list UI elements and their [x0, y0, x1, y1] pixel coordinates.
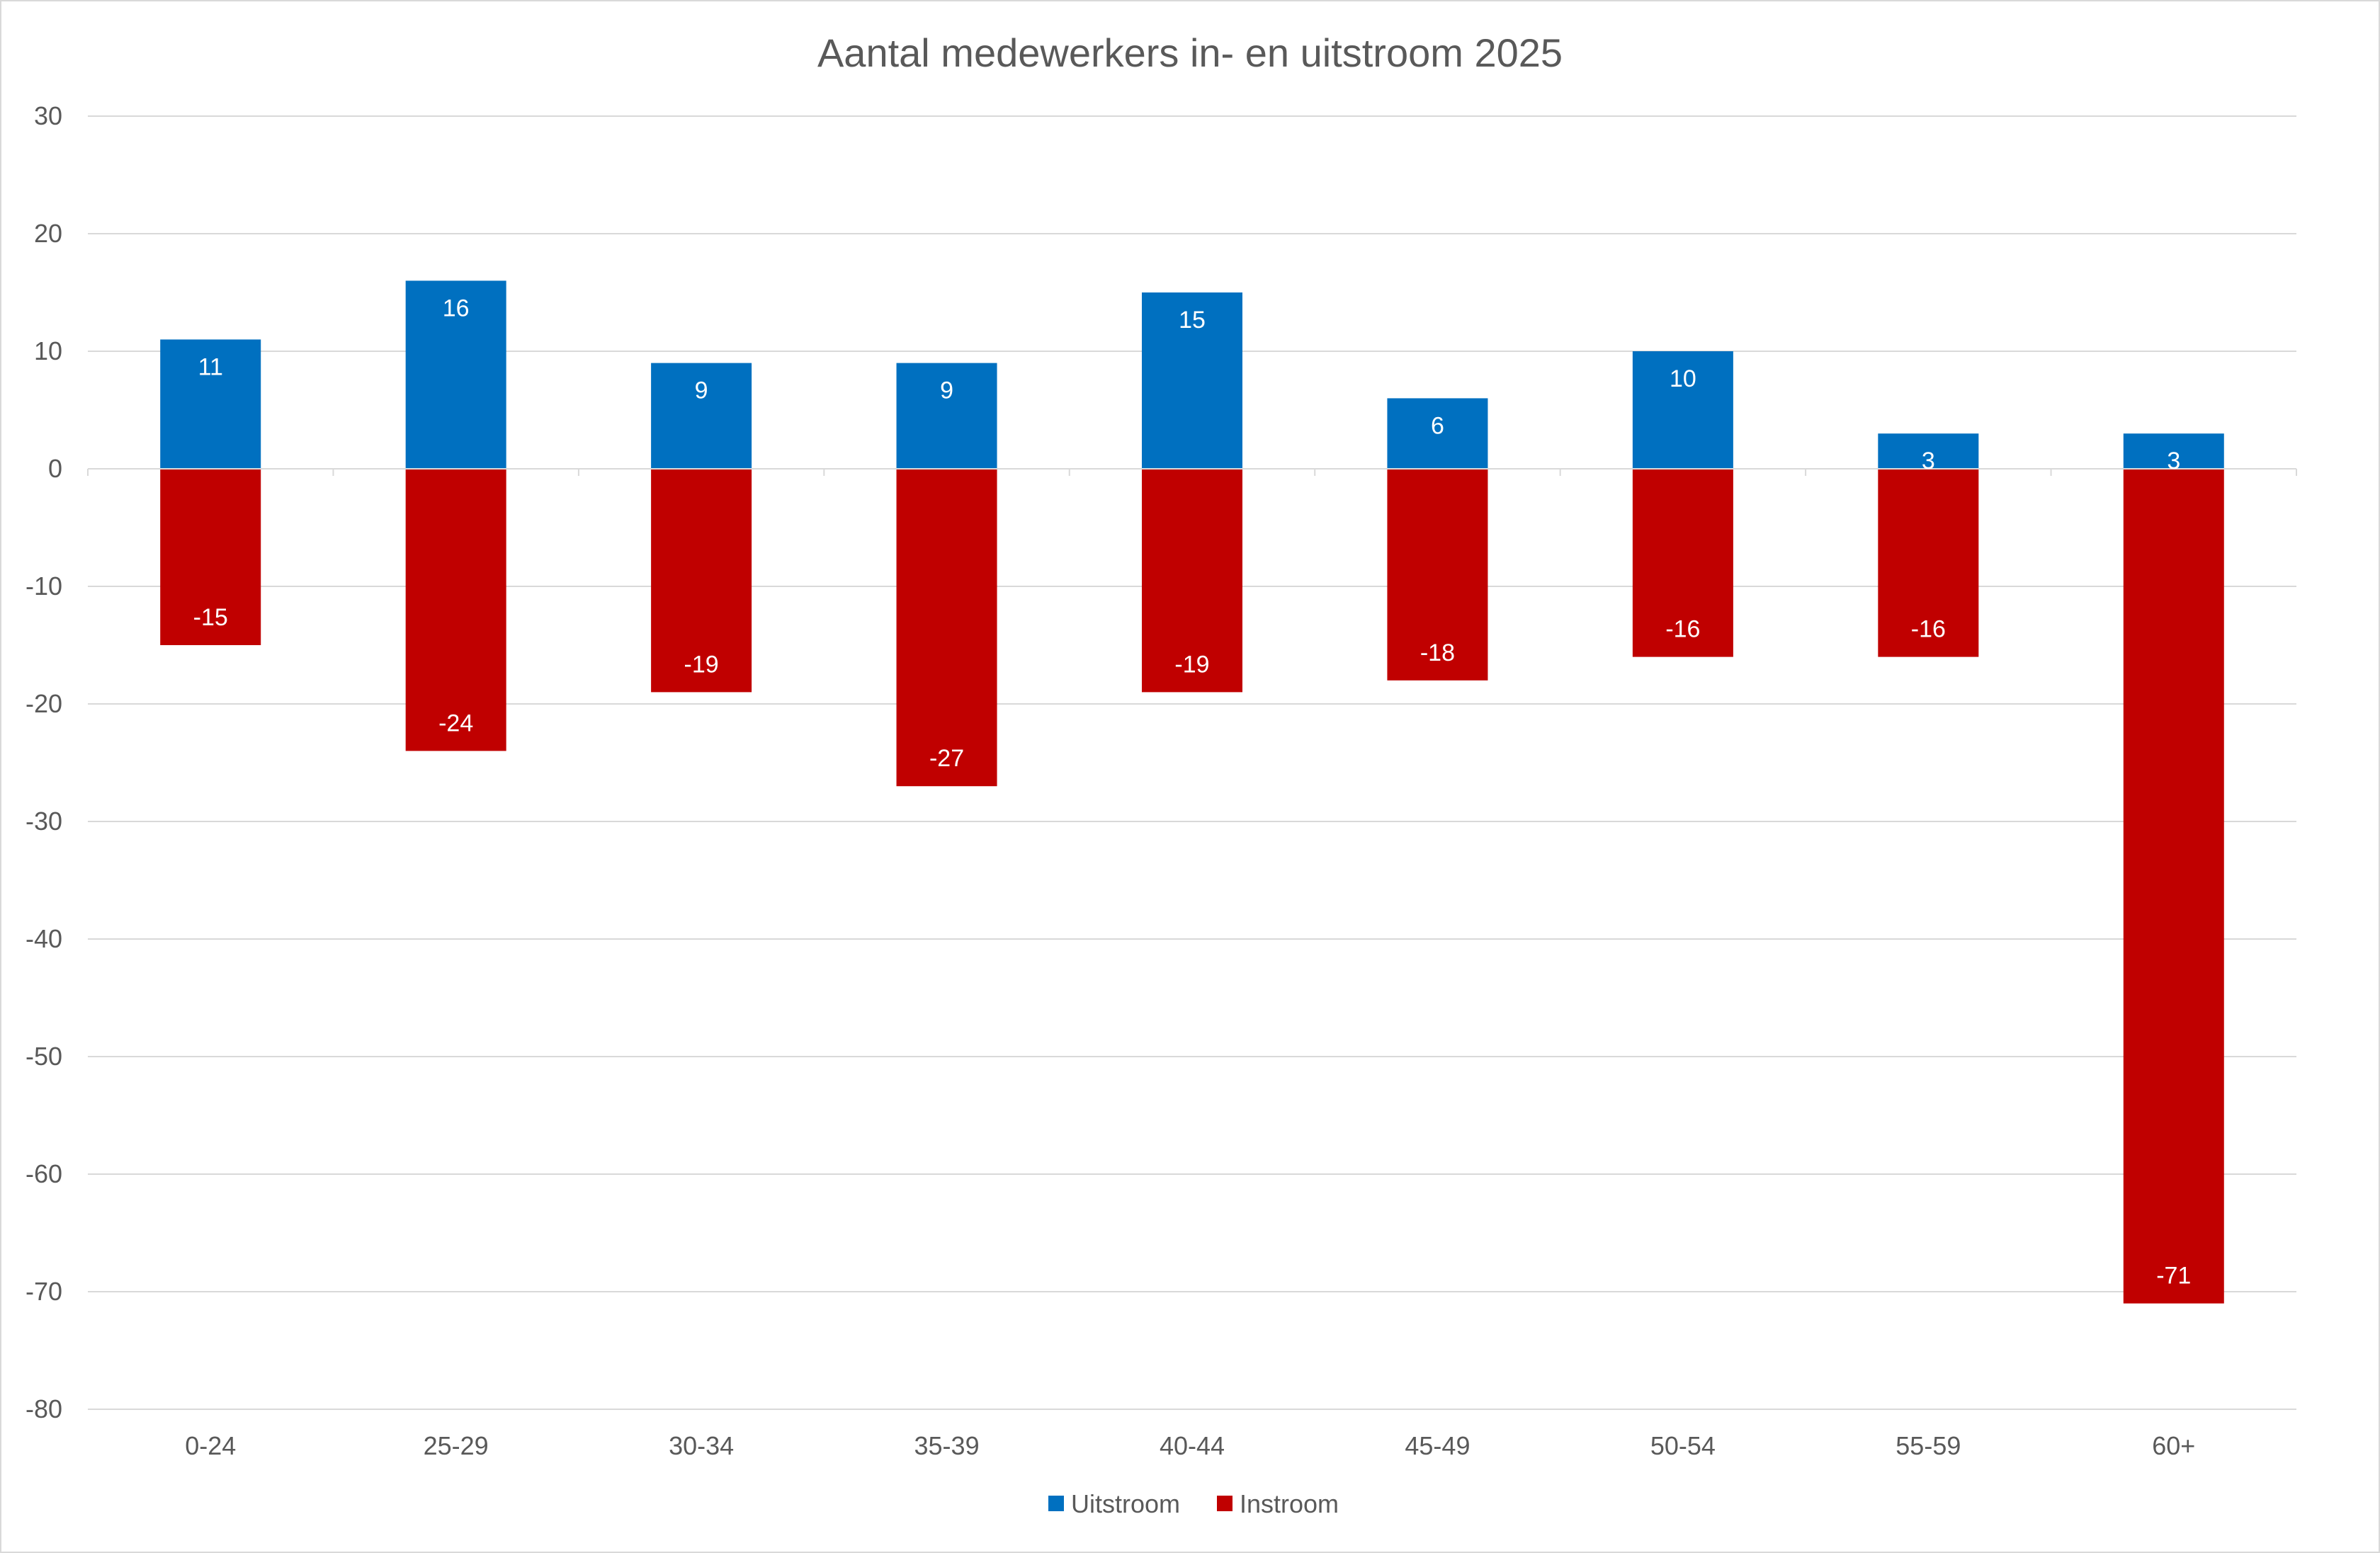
y-tick-label: -80	[26, 1394, 62, 1423]
bar-instroom-45-49	[1387, 469, 1488, 681]
x-tick-label: 25-29	[424, 1431, 489, 1460]
data-label: -27	[929, 745, 964, 772]
bar-uitstroom-55-59	[1878, 433, 1979, 469]
data-label: 11	[198, 353, 223, 380]
bar-instroom-60+	[2123, 469, 2224, 1304]
data-label: -19	[1174, 651, 1209, 678]
y-tick-label: -60	[26, 1159, 62, 1188]
bar-uitstroom-50-54	[1632, 351, 1733, 469]
bar-uitstroom-0-24	[160, 339, 261, 469]
data-label: -16	[1911, 616, 1946, 643]
y-tick-label: -20	[26, 689, 62, 718]
y-tick-label: -40	[26, 924, 62, 953]
bar-instroom-55-59	[1878, 469, 1979, 657]
data-label: 6	[1431, 412, 1444, 439]
data-label: -19	[684, 651, 719, 678]
legend-label-instroom: Instroom	[1240, 1489, 1339, 1518]
data-label: 9	[940, 377, 953, 404]
data-labels: 11 16 9 9 15 6 10 3 3 -15 -24 -19 -27 -19 -18 -16 -16 -71	[193, 295, 2192, 1289]
x-axis: 0-24 25-29 30-34 35-39 40-44 45-49 50-54 55-59 6…	[185, 1431, 2195, 1460]
y-tick-label: 20	[34, 219, 62, 248]
y-tick-label: 0	[48, 454, 62, 483]
bar-uitstroom-60+	[2123, 433, 2224, 469]
y-tick-label: -70	[26, 1277, 62, 1306]
bar-instroom-35-39	[896, 469, 997, 787]
bars	[160, 280, 2224, 1304]
legend-label-uitstroom: Uitstroom	[1071, 1489, 1180, 1518]
legend-swatch-instroom	[1217, 1496, 1232, 1511]
x-tick-label: 55-59	[1896, 1431, 1961, 1460]
bar-instroom-50-54	[1632, 469, 1733, 657]
x-tick-label: 35-39	[914, 1431, 980, 1460]
x-tick-label: 50-54	[1650, 1431, 1716, 1460]
data-label: 10	[1670, 365, 1696, 392]
data-label: 15	[1179, 307, 1206, 334]
bar-instroom-0-24	[160, 469, 261, 645]
bar-uitstroom-25-29	[405, 280, 506, 469]
bar-instroom-25-29	[405, 469, 506, 751]
y-tick-label: -10	[26, 571, 62, 601]
y-tick-label: -30	[26, 807, 62, 836]
data-label: -24	[438, 710, 473, 736]
zero-axis	[87, 468, 2297, 476]
x-tick-label: 45-49	[1405, 1431, 1470, 1460]
bar-instroom-40-44	[1142, 469, 1242, 693]
chart-title: Aantal medewerkers in- en uitstroom 2025	[817, 30, 1563, 75]
data-label: -71	[2156, 1263, 2191, 1290]
legend-swatch-uitstroom	[1048, 1496, 1064, 1511]
data-label: -18	[1420, 639, 1455, 666]
data-label: 3	[1922, 448, 1935, 474]
x-tick-label: 60+	[2152, 1431, 2195, 1460]
y-tick-label: -50	[26, 1042, 62, 1071]
data-label: -15	[193, 604, 228, 631]
bar-instroom-30-34	[651, 469, 752, 693]
bar-uitstroom-30-34	[651, 363, 752, 469]
data-label: -16	[1665, 616, 1700, 643]
x-tick-label: 0-24	[185, 1431, 236, 1460]
y-tick-label: 30	[34, 101, 62, 130]
legend: Uitstroom Instroom	[1048, 1489, 1339, 1518]
bar-uitstroom-35-39	[896, 363, 997, 469]
data-label: 3	[2167, 448, 2180, 474]
y-tick-label: 10	[34, 336, 62, 365]
data-label: 9	[695, 377, 708, 404]
data-label: 16	[443, 295, 470, 322]
bar-uitstroom-40-44	[1142, 292, 1242, 469]
x-tick-label: 40-44	[1160, 1431, 1225, 1460]
bar-uitstroom-45-49	[1387, 398, 1488, 469]
y-axis: 30 20 10 0 -10 -20 -30 -40 -50 -60 -70 -80	[26, 101, 62, 1423]
x-tick-label: 30-34	[669, 1431, 734, 1460]
